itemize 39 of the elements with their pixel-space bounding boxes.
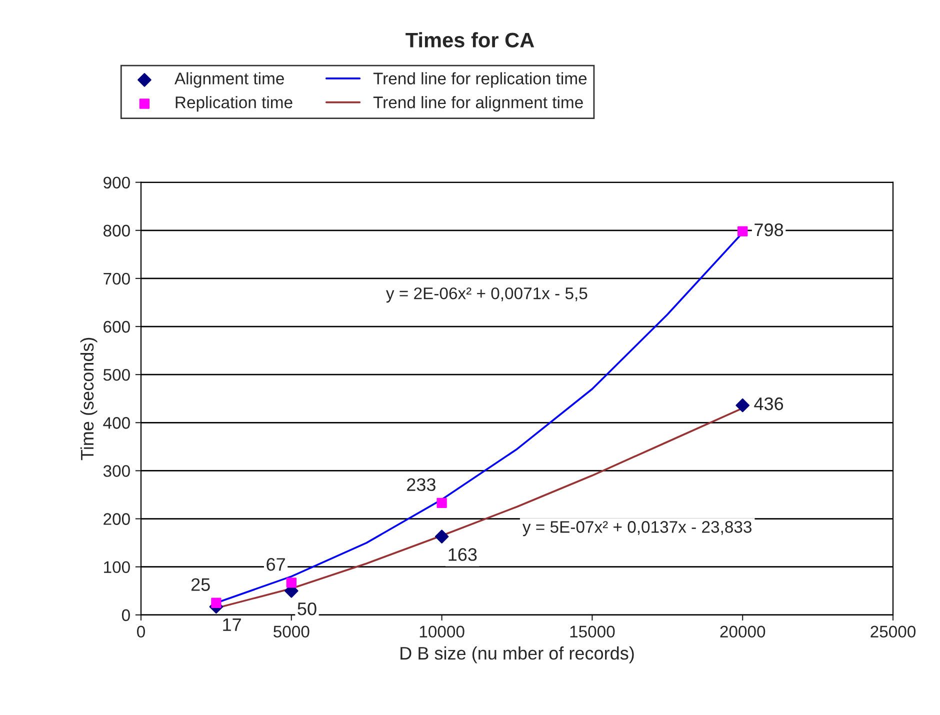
y-tick-label: 200	[104, 513, 130, 525]
data-label: 233	[407, 478, 436, 492]
x-tick-label: 25000	[870, 626, 916, 638]
x-tick-label: 0	[137, 626, 145, 638]
legend-label: Replication time	[176, 96, 292, 112]
x-tick-label: 20000	[720, 626, 766, 638]
data-label: 50	[298, 602, 316, 616]
x-tick-label: 15000	[570, 626, 615, 638]
point	[738, 226, 748, 236]
chart-title: Times for CA	[406, 32, 534, 48]
legend-label: Alignment time	[174, 72, 284, 88]
y-tick-label: 300	[103, 465, 130, 477]
y-axis-title: Time (seconds)	[80, 338, 98, 460]
legend-label: Trend line for alignment time	[373, 96, 583, 112]
point	[436, 498, 447, 508]
y-tick-label: 400	[103, 417, 130, 429]
y-tick-label: 900	[104, 176, 130, 189]
point	[286, 578, 296, 588]
annotation: y = 2E-06x² + 0,0071x - 5,5	[386, 287, 588, 303]
y-tick-label: 600	[104, 320, 130, 333]
data-label: 25	[191, 578, 210, 591]
x-axis-title: D B size (nu mber of records)	[400, 646, 634, 664]
x-tick-label: 10000	[420, 626, 464, 638]
annotation: y = 5E-07x² + 0,0137x - 23,833	[522, 521, 752, 536]
data-label: 163	[448, 548, 477, 561]
data-label: 17	[223, 618, 241, 631]
y-tick-label: 100	[104, 561, 130, 574]
y-tick-label: 700	[104, 272, 130, 285]
y-tick-label: 800	[104, 224, 130, 237]
point	[211, 598, 222, 608]
x-tick-label: 5000	[274, 626, 310, 638]
data-label: 436	[754, 397, 784, 410]
legend-label: Trend line for replication time	[373, 72, 587, 88]
data-label: 67	[266, 558, 285, 571]
data-label: 798	[754, 223, 784, 236]
y-tick-label: 500	[103, 368, 130, 381]
point	[736, 398, 750, 412]
y-tick-label: 0	[122, 609, 130, 622]
point	[434, 530, 449, 544]
